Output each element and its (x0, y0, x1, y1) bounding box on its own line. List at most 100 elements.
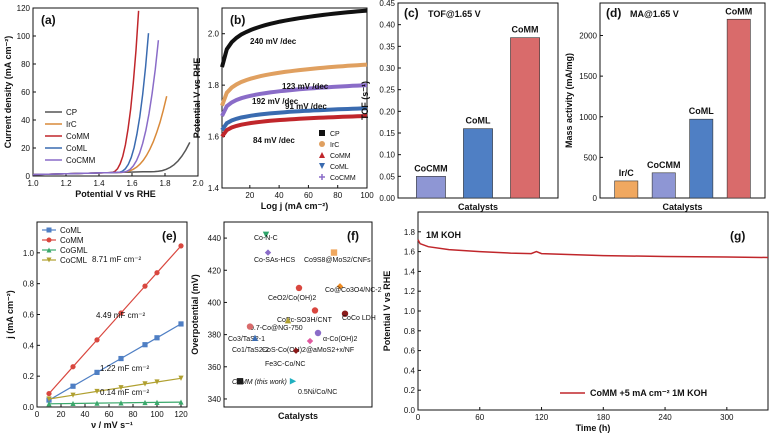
data-point (70, 364, 76, 370)
y-tick-label: 1.0 (404, 307, 416, 316)
x-tick-label: 100 (150, 410, 164, 419)
y-tick-label: 0.40 (379, 21, 395, 30)
slope-label: 1.22 mF cm⁻² (100, 364, 149, 373)
legend-label: CoCMM (330, 175, 356, 182)
y-tick-label: 1.2 (404, 287, 416, 296)
data-point (341, 310, 349, 317)
data-point (264, 249, 272, 256)
point-label: Co-SAs-HCS (254, 257, 296, 264)
x-tick-label: 60 (304, 191, 313, 200)
point-label: Co9S8@MoS2/CNFs (304, 257, 371, 264)
series-line-CoCMM (32, 40, 160, 176)
y-tick-label: 1.8 (208, 81, 220, 90)
series-line-CoMM (220, 114, 368, 138)
data-point (70, 400, 76, 407)
plot-frame (417, 211, 769, 411)
data-point (94, 388, 100, 395)
point-label: CeO2/Co(OH)2 (268, 295, 316, 302)
y-tick-label: 0.2 (404, 386, 416, 395)
point-label: CoPc-SO3H/CNT (277, 317, 333, 324)
annotation-label: 1M KOH (426, 230, 461, 240)
panel-d: 0 500 1000 1500 2000 Ir/C CoCMM CoML CoMM Catalys… (564, 2, 766, 212)
bar-label: CoMM (512, 25, 539, 35)
legend-marker (46, 227, 52, 233)
legend-label: CoMM (66, 132, 90, 141)
bar-label: CoML (689, 106, 714, 116)
legend-label: IrC (330, 142, 339, 149)
x-tick-label: 180 (597, 413, 611, 422)
data-point (178, 375, 184, 381)
legend-marker (319, 141, 325, 147)
x-axis-label: Time (h) (576, 423, 611, 433)
bar-label: CoCMM (647, 160, 681, 170)
plot-frame (221, 7, 368, 189)
legend-label: CoML (330, 164, 349, 171)
data-point (70, 392, 76, 398)
data-point (94, 369, 100, 375)
x-tick-label: 20 (57, 410, 66, 419)
point-label: CoCo LDH (342, 315, 376, 322)
data-point (142, 399, 148, 406)
x-axis-label: Catalysts (458, 202, 498, 212)
series-line-stability (417, 239, 769, 259)
x-tick-label: 0 (416, 413, 421, 422)
data-point (46, 396, 52, 402)
y-tick-label: 420 (208, 266, 222, 275)
x-tick-label: 1.0 (27, 179, 39, 188)
point-label: α-Co(OH)2 (323, 336, 357, 343)
legend-label: CP (66, 108, 77, 117)
y-tick-label: 80 (21, 60, 30, 69)
y-tick-label: 1.4 (404, 267, 416, 276)
slope-label: 4.49 mF cm⁻² (96, 311, 145, 320)
point-label: Co@Co3O4/NC-2 (325, 287, 382, 294)
y-tick-label: 0.25 (379, 86, 395, 95)
y-tick-label: 0.8 (23, 280, 35, 289)
y-tick-label: 0.30 (379, 64, 395, 73)
y-tick-label: 0.35 (379, 42, 395, 51)
data-point (236, 378, 244, 385)
data-point (142, 381, 148, 387)
data-point (311, 307, 319, 314)
y-axis-label: Potential V vs RHE (192, 58, 202, 139)
data-point (46, 401, 52, 407)
data-point (178, 321, 184, 327)
x-tick-label: 120 (174, 410, 188, 419)
y-tick-label: 1.4 (208, 184, 220, 193)
data-point (314, 329, 322, 337)
tafel-label: 84 mV /dec (253, 136, 295, 145)
x-tick-label: 2.0 (192, 179, 204, 188)
y-tick-label: 40 (21, 116, 30, 125)
bar-CoMM (510, 37, 540, 199)
x-tick-label: 60 (105, 410, 114, 419)
point-label: Fe3C-Co/NC (265, 361, 305, 368)
y-tick-label: 400 (208, 298, 222, 307)
data-point (118, 385, 124, 391)
data-point (306, 337, 314, 345)
x-tick-label: 120 (535, 413, 549, 422)
y-axis-label: Potential V vs RHE (382, 271, 392, 352)
panel-f: 340 360 380 400 420 440 Catalysts Overpotential… (190, 221, 382, 421)
panel-a: 1.0 1.2 1.4 1.6 1.8 2.0 0 20 40 60 80 100 120 Potenti… (3, 4, 204, 199)
y-axis-label: Current density (mA cm⁻²) (3, 36, 13, 148)
data-point (154, 399, 160, 405)
series-line-CoML (220, 106, 368, 132)
x-axis-label: ν / mV s⁻¹ (91, 420, 133, 430)
bar-label: CoCMM (414, 163, 448, 173)
series-line-CoGML (48, 401, 182, 405)
data-point (94, 400, 100, 406)
x-tick-label: 1.2 (60, 179, 72, 188)
y-tick-label: 20 (21, 144, 30, 153)
y-tick-label: 360 (208, 363, 222, 372)
data-point (142, 342, 148, 348)
y-tick-label: 0.0 (404, 406, 416, 415)
y-tick-label: 340 (208, 395, 222, 404)
data-point (284, 316, 292, 324)
data-point (251, 334, 259, 342)
y-tick-label: 0 (26, 172, 31, 181)
y-tick-label: 0.10 (379, 151, 395, 160)
data-point (336, 283, 344, 290)
y-tick-label: 100 (17, 32, 31, 41)
tafel-label: 192 mV /dec (252, 97, 299, 106)
bar-Ir/C (614, 180, 639, 199)
